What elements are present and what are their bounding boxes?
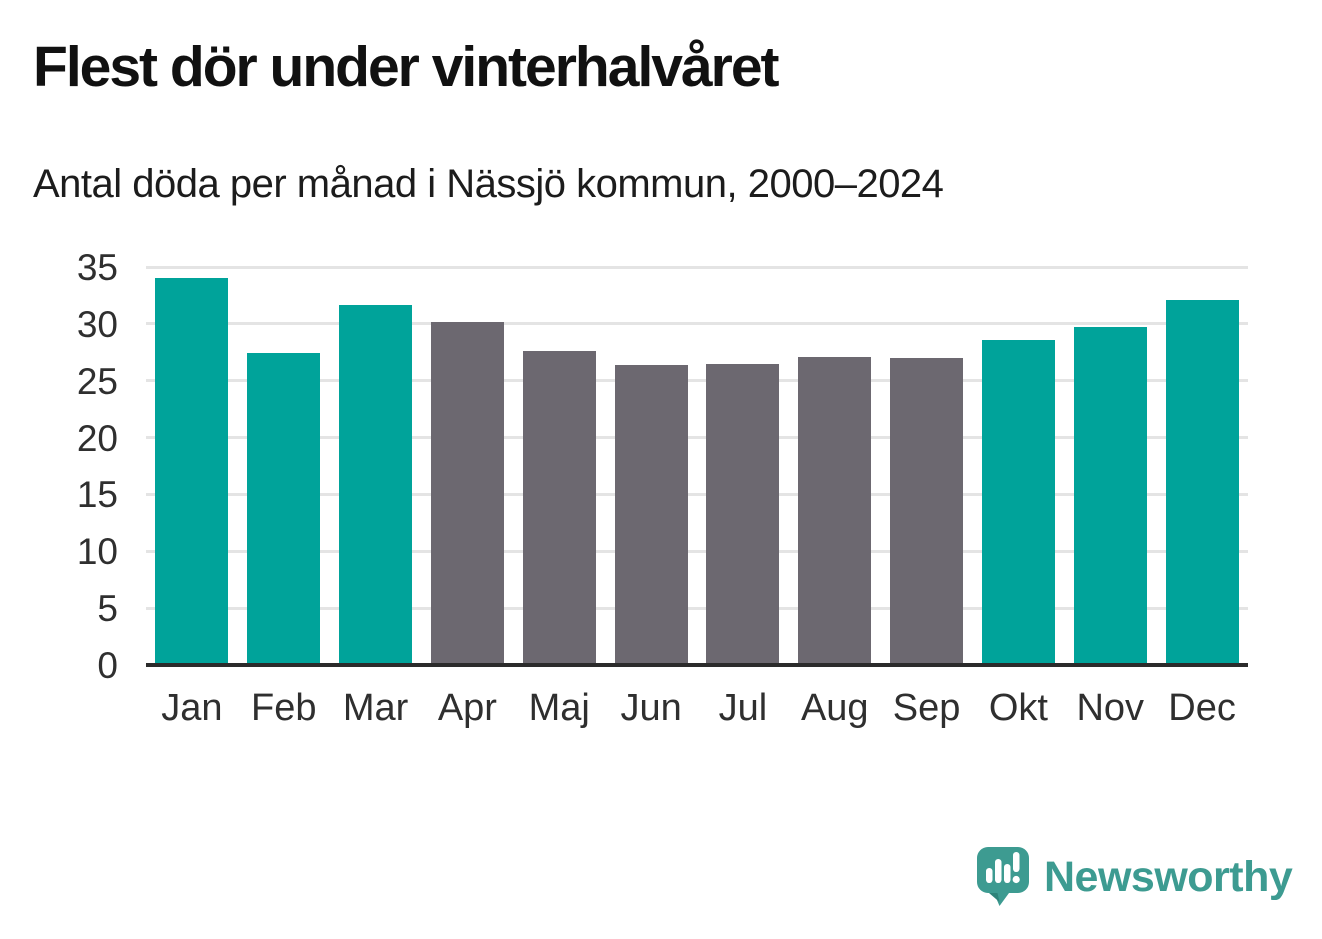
bar-apr <box>430 321 504 665</box>
y-tick-label-10: 10 <box>76 531 118 573</box>
x-tick-label-aug: Aug <box>800 687 869 729</box>
y-tick-label-0: 0 <box>97 645 118 686</box>
x-tick-label-dec: Dec <box>1168 687 1236 729</box>
x-tick-label-jul: Jul <box>718 687 768 729</box>
bar-jun <box>614 364 688 665</box>
bar-dec <box>1165 299 1239 665</box>
x-axis-line <box>146 663 1248 667</box>
x-tick-label-sep: Sep <box>892 687 961 729</box>
y-tick-label-25: 25 <box>76 360 118 402</box>
bar-feb <box>247 353 321 665</box>
x-tick-label-feb: Feb <box>251 687 317 729</box>
bar-sep <box>890 357 964 665</box>
bar-okt <box>981 339 1055 665</box>
x-tick-label-nov: Nov <box>1076 687 1145 729</box>
y-tick-label-30: 30 <box>76 303 118 345</box>
x-tick-label-apr: Apr <box>437 687 497 729</box>
gridline-35 <box>146 265 1248 269</box>
y-tick-label-15: 15 <box>76 474 118 516</box>
bar-nov <box>1073 327 1147 665</box>
bar-mar <box>339 304 413 665</box>
gridline-5 <box>146 606 1248 610</box>
chart-subtitle: Antal döda per månad i Nässjö kommun, 20… <box>33 162 944 206</box>
chart-title: Flest dör under vinterhalvåret <box>33 35 780 99</box>
y-tick-label-35: 35 <box>76 247 118 288</box>
bar-jan <box>155 278 229 665</box>
x-tick-label-jun: Jun <box>620 687 682 729</box>
gridline-15 <box>146 492 1248 496</box>
y-tick-label-20: 20 <box>76 417 118 459</box>
gridline-25 <box>146 379 1248 383</box>
newsworthy-logo-icon <box>976 846 1030 908</box>
brand-footer: Newsworthy <box>976 846 1293 908</box>
gridline-20 <box>146 436 1248 440</box>
gridline-30 <box>146 322 1248 326</box>
x-tick-label-jan: Jan <box>161 687 223 729</box>
bar-aug <box>798 356 872 665</box>
x-tick-label-mar: Mar <box>342 687 409 729</box>
plot-area <box>146 265 1248 667</box>
bar-jul <box>706 363 780 665</box>
brand-name: Newsworthy <box>1044 852 1293 901</box>
bar-maj <box>522 351 596 665</box>
x-tick-label-maj: Maj <box>528 687 590 729</box>
gridline-10 <box>146 549 1248 553</box>
x-tick-label-okt: Okt <box>988 687 1048 729</box>
y-tick-label-5: 5 <box>97 588 118 630</box>
